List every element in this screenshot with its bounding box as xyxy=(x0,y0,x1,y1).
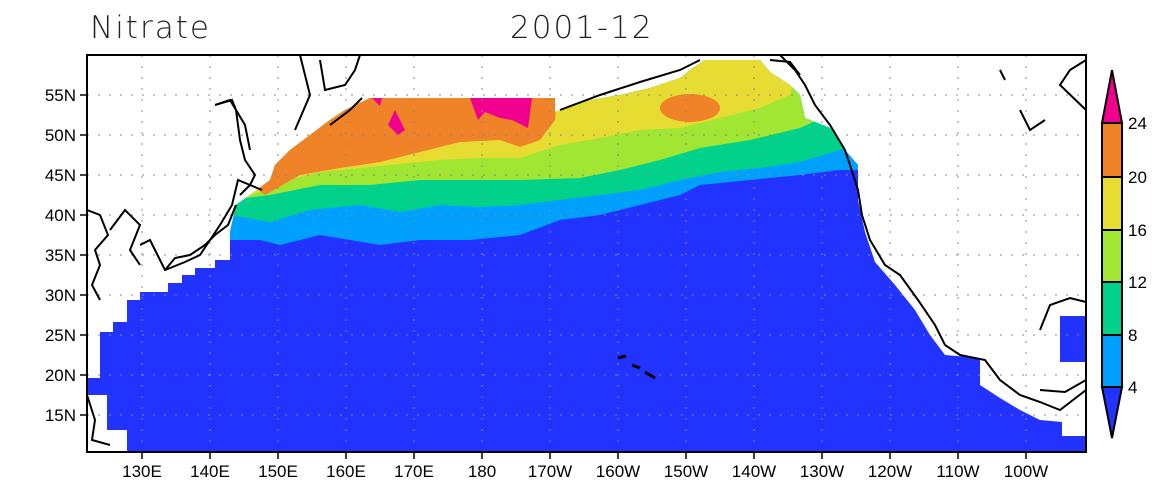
colorbar-label: 4 xyxy=(1128,378,1137,397)
alaska-coastline xyxy=(559,54,851,166)
date-title: 2001-12 xyxy=(510,10,654,46)
hawaii-islands xyxy=(617,354,656,380)
colorbar-label: 8 xyxy=(1128,326,1137,345)
lon-label: 120W xyxy=(868,462,912,481)
lon-label: 180 xyxy=(468,462,496,481)
lat-label: 35N xyxy=(45,246,76,265)
lat-label: 45N xyxy=(45,166,76,185)
lon-label: 160W xyxy=(596,462,640,481)
colorbar-upper-extend xyxy=(1100,69,1124,124)
lat-label: 50N xyxy=(45,126,76,145)
band-above-24 xyxy=(372,98,382,106)
gridlines xyxy=(87,55,1086,452)
band-above-24 xyxy=(388,110,405,135)
colorbar-box xyxy=(1101,122,1123,178)
lon-label: 150E xyxy=(258,462,298,481)
lon-label: 140E xyxy=(190,462,230,481)
axis-labels: 55N 50N 45N 40N 35N 30N 25N 20N 15N 130E 140E 150E 1… xyxy=(45,86,1048,481)
band-above-24 xyxy=(470,98,532,128)
lon-label: 130W xyxy=(800,462,844,481)
lat-label: 40N xyxy=(45,206,76,225)
colorbar-label: 24 xyxy=(1128,114,1147,133)
lon-label: 100W xyxy=(1004,462,1048,481)
lon-label: 140W xyxy=(732,462,776,481)
lat-label: 30N xyxy=(45,286,76,305)
asia-coastline xyxy=(86,98,257,446)
north-america-coastline xyxy=(849,59,1087,412)
lon-label: 150W xyxy=(664,462,708,481)
gulf-of-mexico-data xyxy=(1060,316,1086,362)
lon-label: 170E xyxy=(394,462,434,481)
colorbar-box xyxy=(1101,281,1123,336)
colorbar-label: 20 xyxy=(1128,168,1147,187)
lon-label: 170W xyxy=(528,462,572,481)
map-frame xyxy=(86,54,1087,453)
band-20-24-patch xyxy=(660,94,720,122)
lon-label: 110W xyxy=(936,462,979,481)
colorbar-lower-extend xyxy=(1100,386,1124,439)
lat-label: 20N xyxy=(45,366,76,385)
colorbar-label: 16 xyxy=(1128,221,1147,240)
colorbar-box xyxy=(1101,176,1123,231)
lat-label: 55N xyxy=(45,86,76,105)
lat-label: 25N xyxy=(45,326,76,345)
japan-coastline xyxy=(164,183,263,271)
coastlines xyxy=(86,54,1087,446)
variable-title: Nitrate xyxy=(90,10,211,46)
lon-label: 160E xyxy=(326,462,366,481)
sakhalin-kamchatka-coastline xyxy=(294,54,363,131)
colorbar-box xyxy=(1101,229,1123,283)
lon-label: 130E xyxy=(122,462,162,481)
colorbar-box xyxy=(1101,334,1123,388)
colorbar-label: 12 xyxy=(1128,273,1147,292)
colorbar: 4 8 12 16 20 24 xyxy=(1100,69,1147,439)
lat-label: 15N xyxy=(45,406,76,425)
